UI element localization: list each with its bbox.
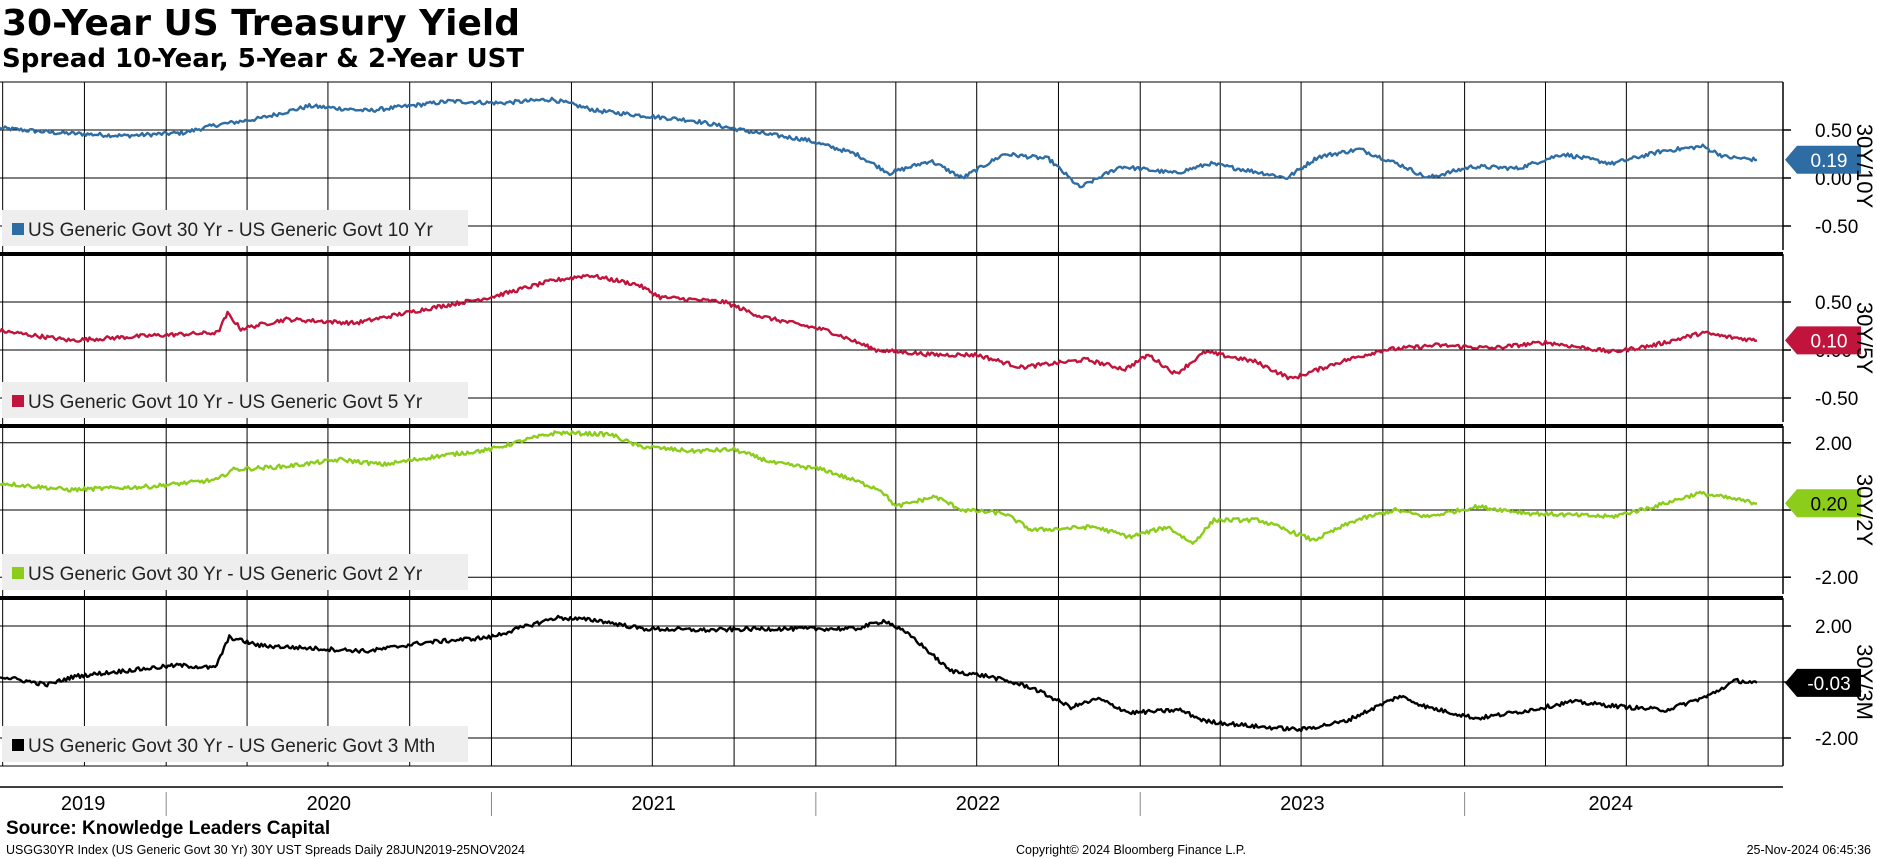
series-line: [0, 430, 1758, 545]
x-tick-label: 2024: [1589, 793, 1634, 815]
series-line: [0, 96, 1758, 189]
last-value-marker: [1785, 326, 1861, 355]
y-tick-label: -2.00: [1815, 568, 1858, 589]
legend-swatch: [12, 395, 24, 407]
footer-index-description: USGG30YR Index (US Generic Govt 30 Yr) 3…: [6, 843, 526, 857]
legend-label: US Generic Govt 30 Yr - US Generic Govt …: [28, 736, 435, 757]
chart-title: 30-Year US Treasury Yield: [2, 3, 521, 44]
y-axis-title: 30Y/10Y: [1852, 124, 1877, 209]
x-tick-label: 2019: [61, 793, 106, 815]
y-tick-label: 2.00: [1815, 434, 1852, 455]
last-value-marker: [1785, 145, 1861, 174]
x-tick-label: 2021: [631, 793, 676, 815]
source-note: Source: Knowledge Leaders Capital: [6, 818, 331, 839]
chart-subtitle: Spread 10-Year, 5-Year & 2-Year UST: [2, 44, 525, 74]
legend-swatch: [12, 739, 24, 751]
y-tick-label: -2.00: [1815, 729, 1858, 750]
last-value-marker: [1785, 668, 1861, 697]
footer-timestamp: 25-Nov-2024 06:45:36: [1746, 843, 1871, 857]
y-tick-label: 2.00: [1815, 617, 1852, 638]
legend-label: US Generic Govt 10 Yr - US Generic Govt …: [28, 392, 423, 413]
x-tick-label: 2022: [956, 793, 1001, 815]
last-value-label: 0.19: [1811, 151, 1848, 172]
legend-swatch: [12, 567, 24, 579]
last-value-label: 0.10: [1811, 331, 1848, 352]
y-tick-label: -0.50: [1815, 217, 1858, 238]
footer-copyright: Copyright© 2024 Bloomberg Finance L.P.: [1016, 843, 1246, 857]
x-tick-label: 2023: [1280, 793, 1325, 815]
x-tick-label: 2020: [307, 793, 352, 815]
y-axis-title: 30Y/3M: [1852, 644, 1877, 720]
legend-swatch: [12, 223, 24, 235]
y-tick-label: 0.50: [1815, 121, 1852, 142]
legend-box: [2, 382, 468, 418]
legend-box: [2, 726, 468, 762]
last-value-marker: [1785, 489, 1861, 518]
y-tick-label: 0.50: [1815, 293, 1852, 314]
legend-box: [2, 210, 468, 246]
legend-label: US Generic Govt 30 Yr - US Generic Govt …: [28, 220, 433, 241]
legend-label: US Generic Govt 30 Yr - US Generic Govt …: [28, 564, 423, 585]
y-axis-title: 30Y/5Y: [1852, 302, 1877, 374]
legend-box: [2, 554, 468, 590]
series-line: [0, 614, 1758, 733]
last-value-label: -0.03: [1807, 674, 1850, 695]
last-value-label: 0.20: [1811, 494, 1848, 515]
y-axis-title: 30Y/2Y: [1852, 474, 1877, 546]
y-tick-label: 0.00: [1815, 169, 1852, 190]
series-line: [0, 273, 1758, 381]
y-tick-label: -0.50: [1815, 389, 1858, 410]
